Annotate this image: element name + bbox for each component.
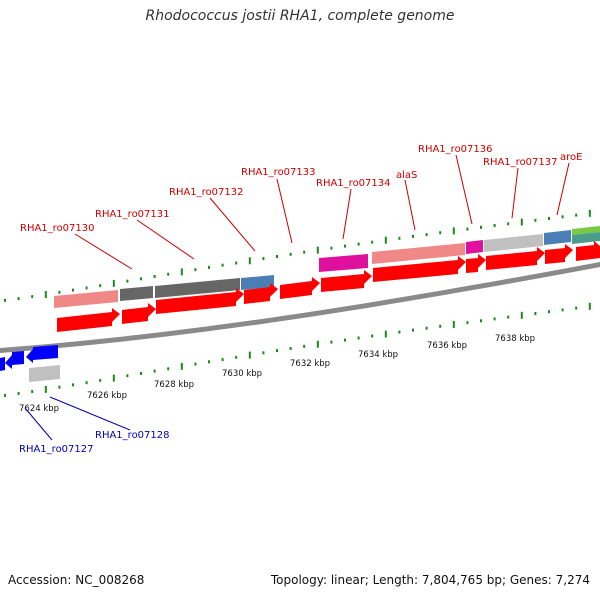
category-bar-lightgray-reverse bbox=[29, 365, 60, 382]
forward-gene-labels: RHA1_ro07130 RHA1_ro07131 RHA1_ro07132 R… bbox=[20, 144, 582, 234]
gene-label-forward[interactable]: RHA1_ro07131 bbox=[95, 209, 170, 220]
category-bar-gray-1 bbox=[120, 286, 153, 301]
kbp-label: 7626 kbp bbox=[87, 391, 127, 401]
gene-arrow-forward[interactable] bbox=[156, 288, 244, 314]
gene-label-forward[interactable]: RHA1_ro07132 bbox=[169, 187, 244, 198]
kbp-label: 7628 kbp bbox=[154, 380, 194, 390]
category-bar-magenta-2 bbox=[466, 240, 483, 254]
gene-label-reverse[interactable]: RHA1_ro07127 bbox=[19, 444, 94, 455]
callout-line bbox=[276, 178, 293, 244]
reverse-gene-callouts bbox=[24, 396, 131, 441]
callout-line bbox=[209, 197, 256, 252]
reverse-gene-labels: RHA1_ro07127 RHA1_ro07128 bbox=[19, 430, 170, 455]
gene-arrow-forward[interactable] bbox=[545, 244, 573, 264]
kbp-label: 7634 kbp bbox=[358, 350, 398, 360]
category-bar-teal-1 bbox=[572, 232, 600, 244]
callout-line bbox=[342, 188, 352, 240]
gene-label-forward[interactable]: RHA1_ro07130 bbox=[20, 223, 95, 234]
category-bar-salmon-1 bbox=[54, 290, 118, 308]
category-bar-salmon-2 bbox=[372, 243, 465, 264]
kbp-labels: 7624 kbp 7626 kbp 7628 kbp 7630 kbp 7632… bbox=[19, 334, 535, 414]
callout-line bbox=[49, 396, 131, 431]
gene-label-forward[interactable]: alaS bbox=[396, 170, 417, 181]
category-bar-lightgray-1 bbox=[484, 234, 543, 252]
gene-arrow-forward[interactable] bbox=[373, 256, 466, 282]
gene-label-forward[interactable]: RHA1_ro07133 bbox=[241, 167, 316, 178]
gene-label-forward[interactable]: RHA1_ro07136 bbox=[418, 144, 493, 155]
category-bar-steelblue-1 bbox=[241, 275, 274, 290]
gene-arrow-forward[interactable] bbox=[576, 241, 600, 261]
kbp-label: 7638 kbp bbox=[495, 334, 535, 344]
genome-axis bbox=[0, 262, 600, 353]
gene-label-forward[interactable]: RHA1_ro07137 bbox=[483, 157, 558, 168]
callout-line bbox=[404, 179, 416, 231]
forward-genes bbox=[57, 241, 600, 332]
genome-title: Rhodococcus jostii RHA1, complete genome bbox=[145, 8, 455, 24]
category-bar-steelblue-2 bbox=[544, 230, 571, 245]
gene-label-forward[interactable]: aroE bbox=[560, 152, 582, 163]
accession-text: Accession: NC_008268 bbox=[8, 573, 145, 587]
kbp-label: 7632 kbp bbox=[290, 359, 330, 369]
callout-line bbox=[24, 407, 53, 441]
gene-label-forward[interactable]: RHA1_ro07134 bbox=[316, 178, 391, 189]
category-bar-gray-2 bbox=[155, 278, 240, 298]
gene-arrow-forward[interactable] bbox=[57, 308, 120, 332]
gene-arrow-forward[interactable] bbox=[321, 270, 372, 292]
forward-gene-callouts bbox=[74, 154, 570, 270]
callout-line bbox=[455, 154, 473, 225]
callout-line bbox=[556, 162, 570, 216]
category-bar-magenta-1 bbox=[319, 254, 368, 272]
callout-line bbox=[74, 233, 133, 270]
gene-arrow-reverse[interactable] bbox=[26, 345, 58, 363]
gene-arrow-reverse[interactable] bbox=[5, 351, 24, 369]
callout-line bbox=[511, 167, 519, 219]
gene-arrow-forward[interactable] bbox=[244, 283, 278, 304]
kbp-label: 7636 kbp bbox=[427, 341, 467, 351]
gene-arrow-forward[interactable] bbox=[466, 254, 486, 273]
gene-label-reverse[interactable]: RHA1_ro07128 bbox=[95, 430, 170, 441]
gene-arrow-reverse[interactable] bbox=[0, 357, 5, 371]
callout-line bbox=[136, 219, 195, 260]
gene-arrow-forward[interactable] bbox=[486, 247, 545, 270]
forward-category-bars bbox=[54, 226, 600, 308]
genome-summary-text: Topology: linear; Length: 7,804,765 bp; … bbox=[270, 573, 590, 587]
gene-arrow-forward[interactable] bbox=[122, 303, 156, 324]
reverse-genes bbox=[0, 345, 60, 382]
kbp-label: 7630 kbp bbox=[222, 369, 262, 379]
kbp-label: 7624 kbp bbox=[19, 404, 59, 414]
scale-ticks bbox=[4, 209, 591, 397]
gene-arrow-forward[interactable] bbox=[280, 277, 320, 299]
